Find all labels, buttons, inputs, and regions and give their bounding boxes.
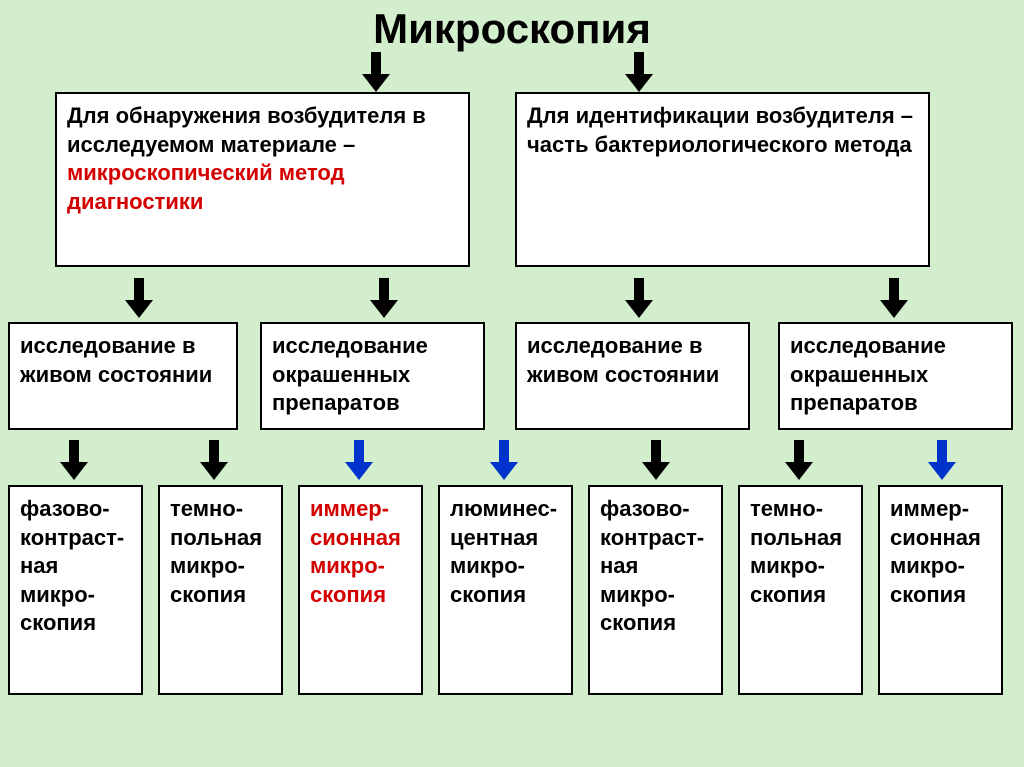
down-arrow-icon <box>625 278 653 318</box>
down-arrow-icon <box>370 278 398 318</box>
diagram-title: Микроскопия <box>0 5 1024 53</box>
down-arrow-icon <box>200 440 228 480</box>
level3-box-6: иммер-сионная микро-скопия <box>878 485 1003 695</box>
level1-right-box: Для идентификации возбудителя – часть ба… <box>515 92 930 267</box>
level1-right-text: Для идентификации возбудителя – часть ба… <box>527 103 913 157</box>
level2-box-0: исследование в живом состоянии <box>8 322 238 430</box>
level3-box-3: люминес-центная микро-скопия <box>438 485 573 695</box>
down-arrow-icon <box>785 440 813 480</box>
level3-box-4: фазово-контраст-ная микро-скопия <box>588 485 723 695</box>
level1-left-box: Для обнаружения возбудителя в исследуемо… <box>55 92 470 267</box>
level1-left-red: микроскопический метод диагностики <box>67 160 345 214</box>
level1-left-black: Для обнаружения возбудителя в исследуемо… <box>67 103 426 157</box>
down-arrow-icon <box>490 440 518 480</box>
level3-box-0: фазово-контраст-ная микро-скопия <box>8 485 143 695</box>
down-arrow-icon <box>60 440 88 480</box>
down-arrow-icon <box>625 52 653 92</box>
level3-box-2: иммер-сионная микро-скопия <box>298 485 423 695</box>
level2-box-2: исследование в живом состоянии <box>515 322 750 430</box>
down-arrow-icon <box>928 440 956 480</box>
level3-box-1: темно-польная микро-скопия <box>158 485 283 695</box>
level2-box-1: исследование окрашенных препаратов <box>260 322 485 430</box>
down-arrow-icon <box>345 440 373 480</box>
level3-box-5: темно-польная микро-скопия <box>738 485 863 695</box>
level2-box-3: исследование окрашенных препаратов <box>778 322 1013 430</box>
down-arrow-icon <box>642 440 670 480</box>
down-arrow-icon <box>362 52 390 92</box>
down-arrow-icon <box>125 278 153 318</box>
down-arrow-icon <box>880 278 908 318</box>
